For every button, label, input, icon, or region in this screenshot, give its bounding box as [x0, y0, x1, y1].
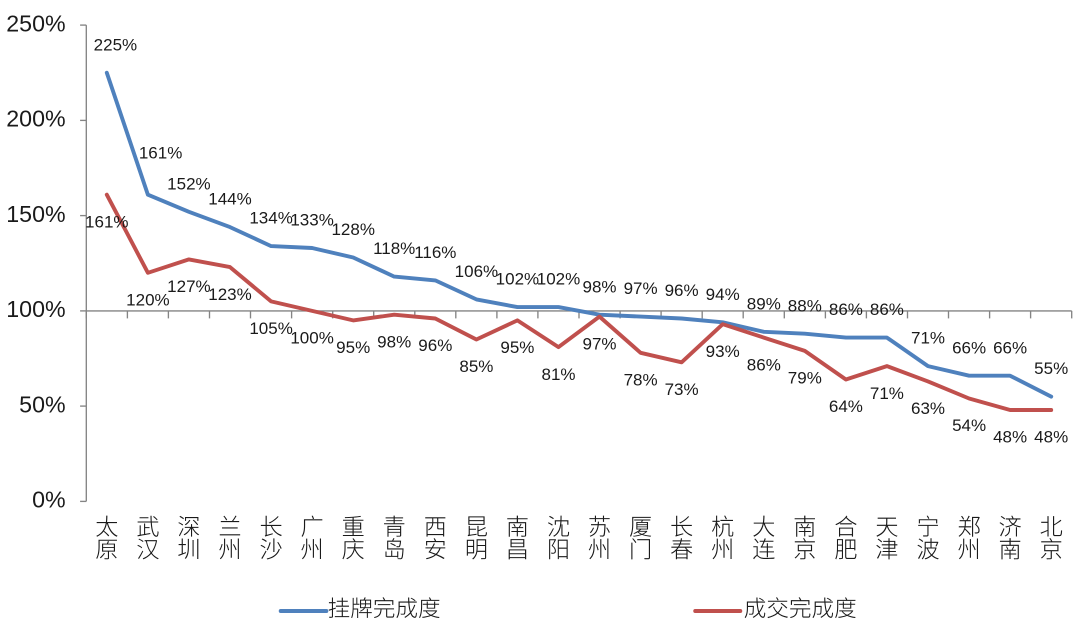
svg-text:96%: 96%: [418, 336, 452, 355]
svg-text:152%: 152%: [167, 174, 210, 193]
svg-text:48%: 48%: [1034, 428, 1068, 447]
svg-text:102%: 102%: [496, 270, 539, 289]
svg-text:54%: 54%: [952, 416, 986, 435]
svg-text:200%: 200%: [6, 106, 65, 132]
svg-text:86%: 86%: [829, 300, 863, 319]
svg-text:48%: 48%: [993, 428, 1027, 447]
svg-text:71%: 71%: [911, 329, 945, 348]
svg-text:100%: 100%: [290, 329, 333, 348]
svg-text:86%: 86%: [747, 355, 781, 374]
svg-text:128%: 128%: [331, 220, 374, 239]
svg-text:93%: 93%: [706, 342, 740, 361]
svg-text:225%: 225%: [94, 35, 137, 54]
svg-text:55%: 55%: [1034, 359, 1068, 378]
svg-text:106%: 106%: [455, 262, 498, 281]
svg-text:66%: 66%: [993, 338, 1027, 357]
svg-text:250%: 250%: [6, 10, 65, 36]
svg-text:127%: 127%: [167, 277, 210, 296]
svg-text:66%: 66%: [952, 338, 986, 357]
svg-text:150%: 150%: [6, 201, 65, 227]
svg-text:78%: 78%: [624, 371, 658, 390]
svg-text:64%: 64%: [829, 397, 863, 416]
svg-text:73%: 73%: [665, 380, 699, 399]
svg-text:161%: 161%: [139, 144, 182, 163]
svg-text:102%: 102%: [537, 270, 580, 289]
svg-text:118%: 118%: [373, 239, 415, 258]
svg-text:71%: 71%: [870, 384, 904, 403]
svg-text:161%: 161%: [85, 212, 128, 231]
svg-text:95%: 95%: [336, 338, 370, 357]
svg-text:89%: 89%: [747, 294, 781, 313]
svg-text:50%: 50%: [19, 391, 65, 417]
svg-text:88%: 88%: [788, 296, 822, 315]
svg-text:97%: 97%: [624, 279, 658, 298]
svg-text:100%: 100%: [6, 296, 65, 322]
svg-text:98%: 98%: [582, 277, 616, 296]
svg-text:95%: 95%: [500, 338, 534, 357]
svg-text:144%: 144%: [208, 190, 251, 209]
svg-text:116%: 116%: [414, 243, 456, 262]
svg-text:97%: 97%: [582, 334, 616, 353]
svg-text:133%: 133%: [290, 211, 333, 230]
svg-text:86%: 86%: [870, 300, 904, 319]
svg-text:105%: 105%: [249, 319, 292, 338]
svg-text:0%: 0%: [32, 487, 66, 513]
svg-text:79%: 79%: [788, 369, 822, 388]
svg-text:85%: 85%: [459, 357, 493, 376]
svg-text:134%: 134%: [249, 209, 292, 228]
svg-text:81%: 81%: [541, 365, 575, 384]
svg-text:123%: 123%: [208, 285, 251, 304]
svg-text:63%: 63%: [911, 399, 945, 418]
svg-text:98%: 98%: [377, 332, 411, 351]
svg-text:94%: 94%: [706, 285, 740, 304]
svg-text:96%: 96%: [665, 281, 699, 300]
svg-text:120%: 120%: [126, 291, 169, 310]
